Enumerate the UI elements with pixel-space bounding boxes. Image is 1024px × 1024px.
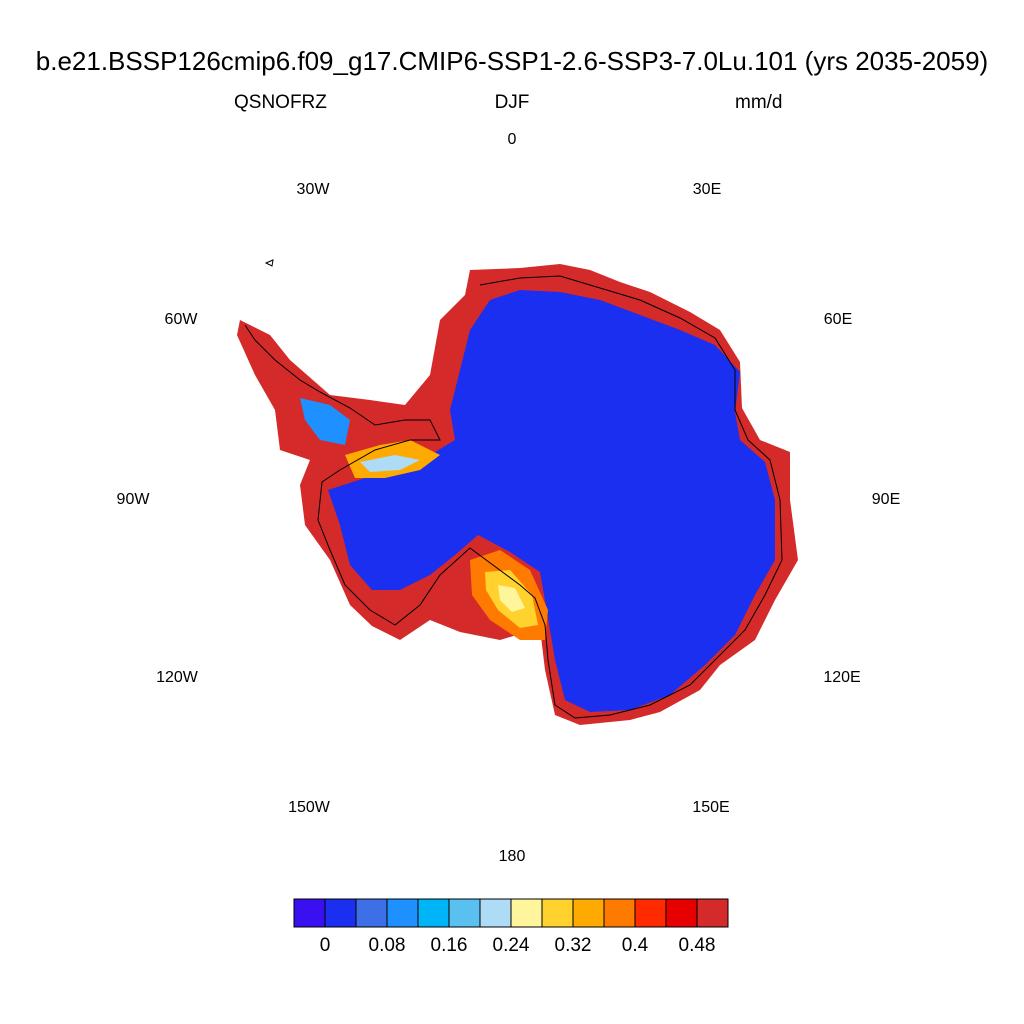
- lon-label-150w: 150W: [288, 799, 330, 816]
- colorbar-tick-label: 0.24: [492, 935, 530, 956]
- ross-warm-center: [498, 585, 525, 612]
- island-outline: [264, 259, 274, 267]
- peninsula-cold-cells: [300, 398, 350, 445]
- lon-label-30w: 30W: [296, 181, 330, 198]
- colorbar-tick-label: 0.32: [554, 935, 592, 956]
- colorbar-tick-label: 0.16: [430, 935, 468, 956]
- lon-label-180: 180: [498, 848, 526, 865]
- season-label: DJF: [494, 92, 530, 113]
- colorbar-tick-label: 0.48: [678, 935, 716, 956]
- coastline-path: [244, 275, 783, 719]
- lon-label-90e: 90E: [871, 491, 901, 508]
- units-label: mm/d: [735, 92, 783, 113]
- coastal-margin-field: [237, 264, 798, 725]
- variable-label: QSNOFRZ: [234, 92, 327, 113]
- coastline: [244, 259, 783, 719]
- colorbar-tick-label: 0.08: [368, 935, 406, 956]
- lon-label-150e: 150E: [692, 799, 730, 816]
- lon-label-120w: 120W: [156, 669, 198, 686]
- colorbar-tick-label: 0: [319, 935, 331, 956]
- lon-label-60w: 60W: [164, 311, 198, 328]
- colorbar-tick-label: 0.4: [621, 935, 649, 956]
- lon-label-0: 0: [507, 131, 517, 148]
- lon-label-30e: 30E: [692, 181, 722, 198]
- lon-label-120e: 120E: [823, 669, 861, 686]
- lon-label-90w: 90W: [116, 491, 150, 508]
- plot-title: b.e21.BSSP126cmip6.f09_g17.CMIP6-SSP1-2.…: [35, 46, 989, 76]
- lon-label-60e: 60E: [823, 311, 853, 328]
- interior-low-values: [328, 290, 775, 712]
- weddell-light-edge: [360, 455, 420, 472]
